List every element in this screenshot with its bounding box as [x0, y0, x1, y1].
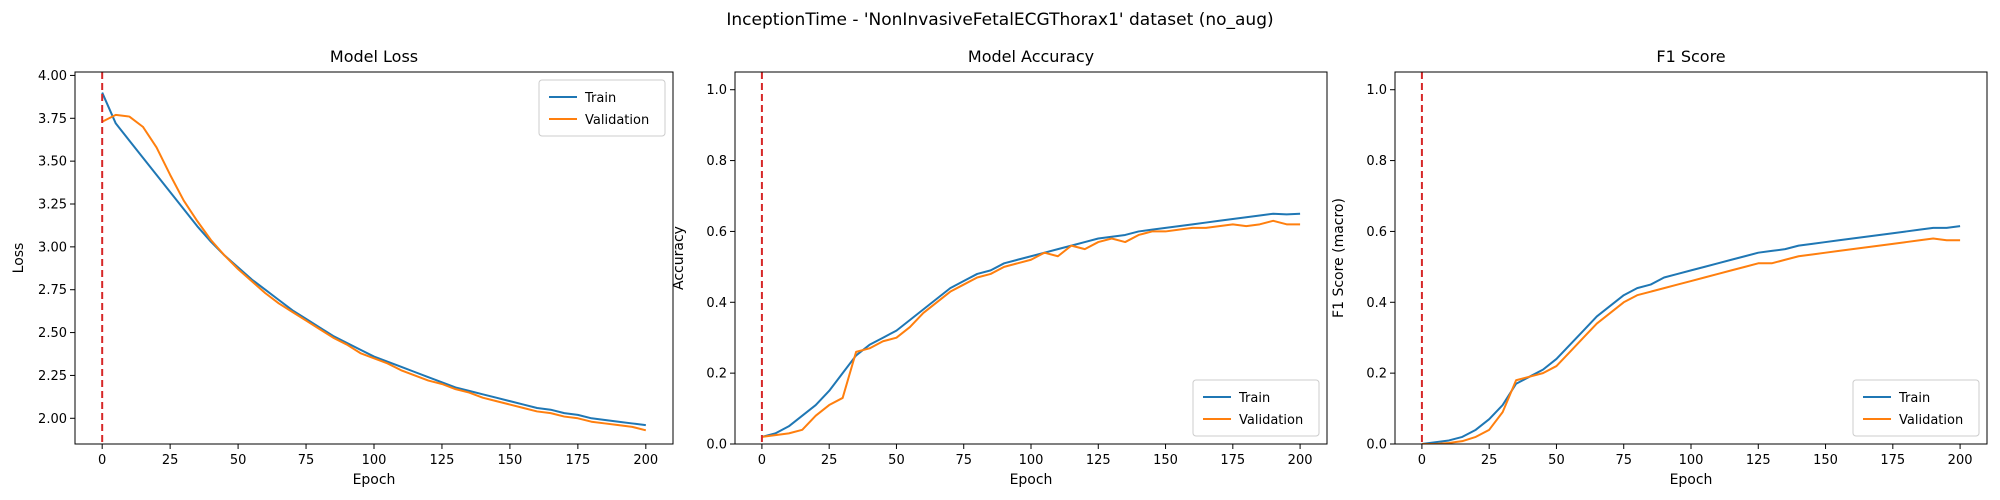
x-tick-label: 25 [162, 453, 179, 468]
y-tick-label: 0.4 [1366, 296, 1387, 311]
chart-series-group [1421, 225, 1961, 444]
series-line-train [761, 212, 1301, 438]
legend-box [1192, 379, 1320, 437]
x-tick-label: 175 [1880, 453, 1905, 468]
x-tick-label: 150 [497, 453, 522, 468]
chart-title: F1 Score [1656, 47, 1725, 66]
y-tick-label: 1.0 [1366, 83, 1387, 98]
chart-title: Model Loss [330, 47, 418, 66]
x-axis-label: Epoch [353, 472, 396, 488]
x-tick-label: 75 [1615, 453, 1632, 468]
x-tick-label: 100 [1019, 453, 1044, 468]
chart-series-group [101, 92, 647, 432]
y-tick-label: 2.00 [38, 412, 67, 427]
series-line-validation [761, 219, 1301, 438]
x-tick-label: 0 [758, 453, 766, 468]
y-tick-label: 3.25 [38, 198, 67, 213]
y-tick-label: 0.2 [706, 367, 727, 382]
y-tick-label: 0.4 [706, 296, 727, 311]
legend-label-train: Train [584, 91, 616, 106]
y-tick-label: 0.8 [1366, 154, 1387, 169]
legend-box [1852, 379, 1980, 437]
x-tick-label: 200 [633, 453, 658, 468]
x-tick-label: 75 [298, 453, 315, 468]
y-tick-label: 3.75 [38, 112, 67, 127]
y-tick-label: 0.6 [706, 225, 727, 240]
x-tick-label: 100 [362, 453, 387, 468]
legend-label-validation: Validation [585, 113, 649, 128]
chart-title: Model Accuracy [968, 47, 1094, 66]
y-tick-label: 3.00 [38, 240, 67, 255]
y-axis-label: Accuracy [671, 226, 687, 290]
y-tick-label: 4.00 [38, 69, 67, 84]
y-tick-label: 1.0 [706, 83, 727, 98]
y-tick-label: 0.8 [706, 154, 727, 169]
y-tick-label: 0.6 [1366, 225, 1387, 240]
x-tick-label: 0 [98, 453, 106, 468]
x-axis-label: Epoch [1010, 472, 1053, 488]
series-line-train [101, 92, 646, 427]
chart-2: Model Accuracy 0 25 50 75 100 125 150 175 200 0.0 0… [671, 47, 1328, 488]
charts: Model Loss 0 25 50 75 100 125 150 175 200 2.00 2.25… [11, 47, 1988, 488]
x-tick-label: 75 [955, 453, 972, 468]
y-tick-label: 2.75 [38, 283, 67, 298]
x-tick-label: 50 [888, 453, 905, 468]
x-tick-label: 150 [1813, 453, 1838, 468]
x-tick-label: 125 [1746, 453, 1771, 468]
legend-label-train: Train [1898, 391, 1930, 406]
y-tick-label: 0.0 [706, 438, 727, 453]
legend-label-validation: Validation [1899, 413, 1963, 428]
y-tick-label: 0.0 [1366, 438, 1387, 453]
x-tick-label: 25 [821, 453, 838, 468]
x-tick-label: 50 [1548, 453, 1565, 468]
y-tick-label: 2.25 [38, 369, 67, 384]
legend-label-validation: Validation [1239, 413, 1303, 428]
x-tick-label: 150 [1153, 453, 1178, 468]
chart-series-group [761, 212, 1301, 438]
x-tick-label: 200 [1948, 453, 1973, 468]
y-tick-label: 3.50 [38, 155, 67, 170]
legend: Train Validation [1192, 379, 1320, 437]
x-tick-label: 100 [1679, 453, 1704, 468]
series-line-validation [101, 113, 647, 432]
y-axis-label: F1 Score (macro) [1331, 198, 1347, 318]
y-tick-label: 0.2 [1366, 367, 1387, 382]
y-tick-label: 2.50 [38, 326, 67, 341]
series-line-validation [1421, 237, 1961, 444]
x-tick-label: 200 [1288, 453, 1313, 468]
x-tick-label: 125 [1086, 453, 1111, 468]
x-tick-label: 50 [230, 453, 247, 468]
x-tick-label: 0 [1418, 453, 1426, 468]
x-tick-label: 25 [1481, 453, 1498, 468]
x-tick-label: 175 [1220, 453, 1245, 468]
figure-suptitle: InceptionTime - 'NonInvasiveFetalECGThor… [726, 10, 1273, 30]
x-tick-label: 175 [565, 453, 590, 468]
legend-label-train: Train [1238, 391, 1270, 406]
chart-3: F1 Score 0 25 50 75 100 125 150 175 200 0.0 0.2 0.4 0… [1331, 47, 1988, 488]
legend-box [538, 79, 666, 137]
chart-1: Model Loss 0 25 50 75 100 125 150 175 200 2.00 2.25… [11, 47, 674, 488]
x-axis-label: Epoch [1670, 472, 1713, 488]
legend: Train Validation [538, 79, 666, 137]
y-axis-label: Loss [11, 243, 27, 274]
legend: Train Validation [1852, 379, 1980, 437]
x-tick-label: 125 [430, 453, 455, 468]
